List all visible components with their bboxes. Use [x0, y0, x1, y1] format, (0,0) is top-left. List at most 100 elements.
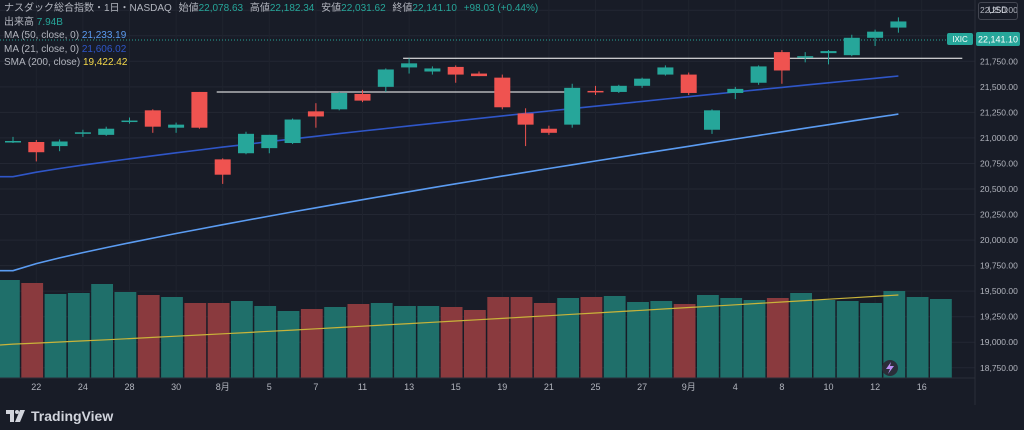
ma21-line [0, 75, 899, 178]
price-tick: 19,000.00 [980, 337, 1018, 347]
time-tick: 25 [590, 382, 600, 392]
time-tick: 4 [733, 382, 738, 392]
candle-body [517, 113, 534, 125]
candle-body [680, 74, 697, 93]
time-tick: 15 [451, 382, 461, 392]
price-axis: 22,250.0022,000.0021,750.0021,500.0021,2… [974, 0, 1024, 405]
volume-bar [836, 301, 859, 378]
candle-body [634, 78, 651, 86]
candle [587, 85, 604, 96]
candle-body [74, 132, 91, 134]
volume-bar [883, 291, 906, 378]
candle-body [424, 68, 441, 72]
volume-bar [184, 303, 207, 378]
time-tick: 28 [124, 382, 134, 392]
candle-body [704, 110, 720, 130]
change: +98.03 (+0.44%) [463, 3, 539, 14]
candle-body [121, 120, 138, 123]
candle [424, 66, 441, 75]
time-axis: 22 24 28 30 8月 5 7 11 13 15 19 21 25 27 9月 4 8 10 12 16 [0, 377, 975, 392]
time-tick: 8 [779, 382, 784, 392]
ohlc-low-label: 安値 [321, 3, 342, 14]
time-tick: 21 [544, 382, 554, 392]
volume-bar [697, 295, 719, 378]
time-tick: 16 [917, 382, 927, 392]
candle [191, 91, 208, 129]
volume-bar [137, 295, 160, 378]
candle [168, 122, 185, 133]
volume-bar [91, 284, 113, 378]
price-tick: 19,750.00 [980, 261, 1018, 271]
time-tick: 12 [870, 382, 880, 392]
volume-bar [161, 297, 183, 378]
volume-bar [44, 294, 67, 378]
sma200-label: SMA (200, close) [4, 57, 81, 68]
candle [634, 77, 651, 88]
volume-bar [557, 298, 579, 378]
volume-bar [743, 300, 766, 378]
volume-label: 出来高 [4, 16, 34, 28]
volume-bar [300, 309, 323, 378]
candle-body [377, 69, 394, 87]
candle [28, 139, 45, 162]
candle-body [238, 133, 254, 154]
candle [74, 129, 91, 137]
ohlc-close-label: 終値 [392, 3, 413, 14]
ohlc-high: 22,182.34 [269, 3, 315, 14]
time-tick: 9月 [682, 382, 696, 392]
symbol-name: ナスダック総合指数・1日・NASDAQ [4, 3, 172, 14]
volume-bar [650, 301, 673, 378]
volume-bar [673, 304, 696, 378]
time-tick: 30 [171, 382, 181, 392]
volume-bar [790, 293, 812, 378]
candle [680, 72, 697, 96]
candle-body [540, 128, 557, 133]
candle-body [843, 37, 860, 56]
candle [773, 50, 790, 84]
price-tag: IXIC 22,141.10 [947, 32, 1020, 46]
candle-body [5, 140, 21, 143]
ma21-legend: MA (21, close, 0) 21,606.02 [4, 43, 538, 57]
volume-bar [510, 297, 533, 378]
candle [51, 139, 68, 152]
price-tick: 19,500.00 [980, 286, 1018, 296]
volume-bar [860, 303, 882, 378]
candle-body [867, 31, 884, 38]
candle-body [261, 134, 278, 149]
volume-bar [440, 307, 463, 378]
sma200-legend: SMA (200, close) 19,422.42 [4, 56, 538, 70]
price-tick: 18,750.00 [980, 363, 1018, 373]
candle-body [750, 66, 767, 83]
legend: ナスダック総合指数・1日・NASDAQ 始値22,078.63 高値22,182… [4, 2, 538, 70]
volume-bar [603, 296, 626, 378]
price-tick: 21,500.00 [980, 82, 1018, 92]
volume-bar [394, 306, 416, 378]
currency-button[interactable]: USD [978, 2, 1018, 20]
candle [517, 108, 534, 147]
time-tick: 13 [404, 382, 414, 392]
ma50-label: MA (50, close, 0) [4, 30, 80, 41]
candle [331, 91, 348, 111]
volume-bar [207, 303, 230, 378]
volume-bar [417, 306, 440, 378]
volume-bar [254, 306, 277, 378]
volume-legend: 出来高 7.94B [4, 16, 538, 30]
candle-body [51, 141, 68, 147]
tradingview-logo[interactable]: TradingView [6, 408, 113, 424]
time-tick: 19 [497, 382, 507, 392]
volume-bar [487, 297, 510, 378]
candle-body [727, 88, 744, 93]
lightning-icon [886, 362, 894, 374]
candle-body [28, 142, 45, 153]
price-tick: 20,750.00 [980, 158, 1018, 168]
candles [5, 17, 907, 184]
price-tag-value: 22,141.10 [978, 35, 1018, 45]
ohlc-close: 22,141.10 [412, 3, 457, 14]
replay-button[interactable] [882, 360, 898, 376]
candle-body [214, 159, 231, 175]
price-tick: 19,250.00 [980, 312, 1018, 322]
candle-body [657, 67, 674, 75]
volume-bar [67, 293, 90, 378]
candle-body [168, 124, 185, 128]
